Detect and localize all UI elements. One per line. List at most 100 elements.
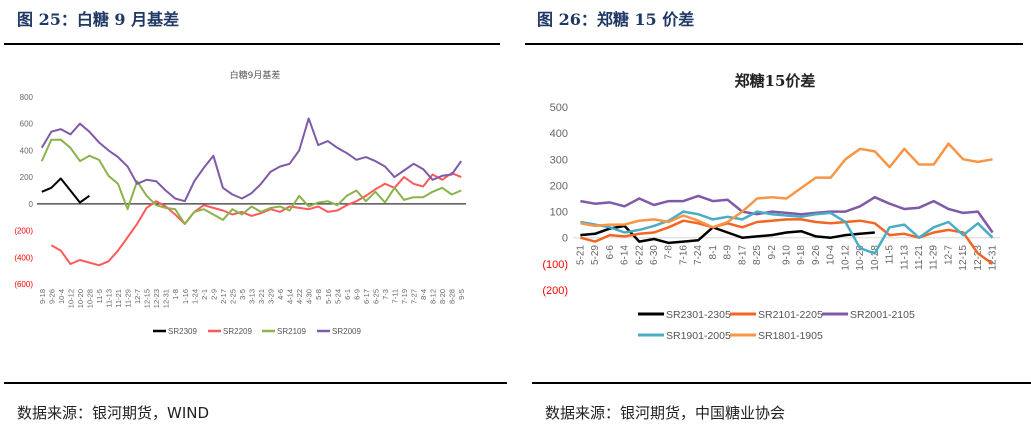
x-tick-label: 10-12 (840, 245, 851, 271)
figure-26-title: 图 26：郑糖 15 价差 (537, 10, 695, 29)
series-line-sr2109 (40, 138, 462, 225)
legend-label: SR1801-1905 (758, 330, 823, 342)
x-tick-label: 5-8 (314, 289, 323, 300)
x-tick-label: 8-12 (429, 289, 438, 304)
y-tick-label: (600) (14, 280, 33, 289)
x-tick-label: 6-17 (362, 289, 371, 304)
figure-25-bottom-rule (4, 382, 507, 384)
legend-label: SR2301-2305 (666, 309, 731, 321)
y-tick-label: (200) (542, 285, 568, 297)
x-tick-label: 7-24 (693, 245, 704, 265)
x-tick-label: 5-16 (324, 289, 333, 304)
figure-25-title: 图 25：白糖 9 月基差 (17, 10, 180, 29)
x-tick-label: 11-5 (95, 289, 104, 303)
x-tick-label: 6-6 (605, 245, 616, 260)
x-tick-label: 2-17 (219, 289, 228, 304)
x-tick-label: 11-29 (124, 289, 133, 308)
legend-label: SR2309 (168, 327, 197, 336)
x-tick-label: 11-21 (914, 245, 925, 270)
figure-25-top-rule (4, 43, 500, 45)
y-tick-label: 400 (550, 128, 568, 140)
x-tick-label: 10-28 (870, 245, 881, 271)
x-tick-label: 12-31 (988, 245, 999, 271)
x-tick-label: 10-20 (855, 245, 866, 271)
x-tick-label: 1-8 (171, 289, 180, 300)
series-line-sr1801-1905 (580, 142, 993, 229)
x-tick-label: 5-24 (333, 289, 342, 304)
x-tick-label: 2-9 (209, 289, 218, 300)
x-tick-label: 12-7 (133, 289, 142, 304)
x-tick-label: 11-29 (929, 245, 940, 270)
x-tick-label: 11-5 (885, 245, 896, 265)
series-line-sr2001-2105 (580, 194, 994, 234)
x-tick-label: 9-10 (782, 245, 793, 265)
y-tick-label: (400) (14, 253, 33, 262)
x-tick-label: 7-16 (678, 245, 689, 265)
x-tick-label: 6-22 (634, 245, 645, 265)
y-tick-label: 600 (20, 120, 34, 129)
x-tick-label: 9-26 (811, 245, 822, 265)
x-tick-label: 8-1 (708, 245, 719, 260)
y-tick-label: (200) (14, 227, 33, 236)
x-tick-label: 8-9 (723, 245, 734, 260)
x-tick-label: 10-4 (57, 289, 66, 304)
y-tick-label: 200 (20, 173, 34, 182)
x-tick-label: 11-21 (114, 289, 123, 308)
x-tick-label: 2-25 (228, 289, 237, 304)
series-line-sr2301-2305 (580, 224, 875, 245)
figure-26-bottom-rule (532, 382, 1031, 384)
x-tick-label: 1-24 (190, 289, 199, 304)
x-tick-label: 5-29 (590, 245, 601, 265)
x-tick-label: 6-25 (371, 289, 380, 304)
x-tick-label: 10-4 (826, 245, 837, 265)
x-tick-label: 7-27 (410, 289, 419, 304)
x-tick-label: 9-5 (457, 289, 466, 300)
y-tick-label: 500 (550, 102, 568, 114)
series-line-sr1901-2005 (580, 210, 994, 255)
series-line-sr2309 (41, 177, 90, 204)
figure-26-top-rule (525, 43, 1023, 45)
legend-label: SR2001-2105 (850, 309, 915, 321)
x-tick-label: 7-19 (400, 289, 409, 304)
x-tick-label: 4-6 (276, 289, 285, 300)
x-tick-label: 4-30 (305, 289, 314, 304)
x-tick-label: 9-18 (38, 289, 47, 304)
x-tick-label: 7-11 (391, 289, 400, 303)
x-tick-label: 8-20 (438, 289, 447, 304)
x-tick-label: 6-1 (343, 289, 352, 300)
x-tick-label: 3-5 (238, 289, 247, 300)
x-tick-label: 1-16 (181, 289, 190, 304)
y-tick-label: 400 (20, 146, 34, 155)
legend-label: SR2009 (332, 327, 361, 336)
legend-label: SR1901-2005 (666, 330, 731, 342)
x-tick-label: 9-18 (796, 245, 807, 265)
x-tick-label: 5-21 (575, 245, 586, 265)
x-tick-label: 8-28 (448, 289, 457, 304)
y-tick-label: (100) (542, 259, 568, 271)
x-tick-label: 8-17 (737, 245, 748, 265)
x-tick-label: 9-2 (767, 245, 778, 260)
x-tick-label: 11-13 (899, 245, 910, 270)
y-tick-label: 300 (550, 154, 568, 166)
series-line-sr2009 (40, 117, 463, 203)
y-tick-label: 0 (562, 233, 568, 245)
x-tick-label: 12-23 (152, 289, 161, 308)
x-tick-label: 4-22 (295, 289, 304, 304)
x-tick-label: 10-28 (85, 289, 94, 308)
series-line-sr2209 (50, 172, 462, 267)
x-tick-label: 7-3 (381, 289, 390, 300)
x-tick-label: 3-13 (248, 289, 257, 304)
x-tick-label: 7-8 (664, 245, 675, 260)
x-tick-label: 10-12 (66, 289, 75, 308)
y-tick-label: 200 (550, 180, 568, 192)
x-tick-label: 6-30 (649, 245, 660, 265)
legend-label: SR2109 (277, 327, 306, 336)
x-tick-label: 3-29 (267, 289, 276, 304)
series-line-sr2101-2205 (580, 218, 994, 265)
x-tick-label: 10-20 (76, 289, 85, 308)
y-tick-label: 100 (550, 207, 568, 219)
x-tick-label: 11-13 (105, 289, 114, 308)
x-tick-label: 6-14 (620, 245, 631, 265)
x-tick-label: 9-26 (47, 289, 56, 304)
